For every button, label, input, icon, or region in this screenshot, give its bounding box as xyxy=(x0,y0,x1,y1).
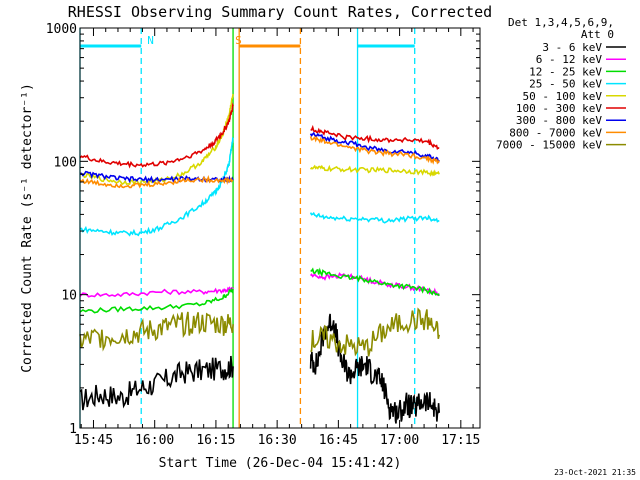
axes-frame xyxy=(79,27,481,429)
legend-label-4: 50 - 100 keV xyxy=(523,90,603,103)
y-tick-label-1: 10 xyxy=(61,289,77,304)
y-axis-label: Corrected Count Rate (s⁻¹ detector⁻¹) xyxy=(20,83,35,373)
series-line-8-0 xyxy=(79,311,234,352)
legend-label-1: 6 - 12 keV xyxy=(536,53,603,66)
x-tick-label-4: 16:45 xyxy=(319,433,358,448)
legend-label-3: 25 - 50 keV xyxy=(529,78,602,91)
series-line-1-0 xyxy=(79,286,234,298)
flag-label-N: N xyxy=(147,34,154,47)
flag-label-S: S xyxy=(235,34,242,47)
timestamp-stamp: 23-Oct-2021 21:35 xyxy=(554,468,636,477)
x-tick-label-3: 16:30 xyxy=(258,433,297,448)
x-tick-label-2: 16:15 xyxy=(196,433,235,448)
series-group xyxy=(79,93,440,424)
series-line-0-0 xyxy=(79,355,234,411)
series-line-7-0 xyxy=(79,175,234,189)
series-line-2-1 xyxy=(310,267,440,297)
y-tick-label-3: 1000 xyxy=(46,22,77,37)
legend-label-7: 800 - 7000 keV xyxy=(509,126,602,139)
series-line-5-1 xyxy=(310,124,440,150)
series-line-5-0 xyxy=(79,102,234,169)
legend-label-2: 12 - 25 keV xyxy=(529,65,602,78)
series-line-7-1 xyxy=(309,135,440,165)
legend-label-5: 100 - 300 keV xyxy=(516,102,602,115)
axes: 1 10 100 1000 15:45 16:00 16:15 16:30 16:45 17:00… xyxy=(46,22,481,448)
legend-label-8: 7000 - 15000 keV xyxy=(496,139,602,152)
x-tick-label-1: 16:00 xyxy=(135,433,174,448)
plot-background xyxy=(80,28,480,428)
plot-area xyxy=(80,28,480,428)
chart-title: RHESSI Observing Summary Count Rates, Co… xyxy=(68,3,492,21)
series-line-3-1 xyxy=(309,211,440,224)
x-tick-label-0: 15:45 xyxy=(74,433,113,448)
series-line-3-0 xyxy=(79,137,234,237)
legend-header-0: Det 1,3,4,5,6,9, xyxy=(508,16,614,29)
legend-label-0: 3 - 6 keV xyxy=(542,41,602,54)
x-tick-label-5: 17:00 xyxy=(380,433,419,448)
legend-header-1: Att 0 xyxy=(581,28,614,41)
reference-lines xyxy=(79,28,416,428)
legend-label-6: 300 - 800 keV xyxy=(516,114,602,127)
series-line-6-0 xyxy=(79,170,234,184)
x-axis-label: Start Time (26-Dec-04 15:41:42) xyxy=(159,456,402,471)
y-tick-label-2: 100 xyxy=(54,155,77,170)
x-tick-label-6: 17:15 xyxy=(441,433,480,448)
y-tick-label-0: 1 xyxy=(69,422,77,437)
series-line-0-1 xyxy=(309,313,440,424)
series-line-2-0 xyxy=(79,287,234,314)
series-line-4-1 xyxy=(309,164,440,177)
series-line-8-1 xyxy=(310,307,440,357)
